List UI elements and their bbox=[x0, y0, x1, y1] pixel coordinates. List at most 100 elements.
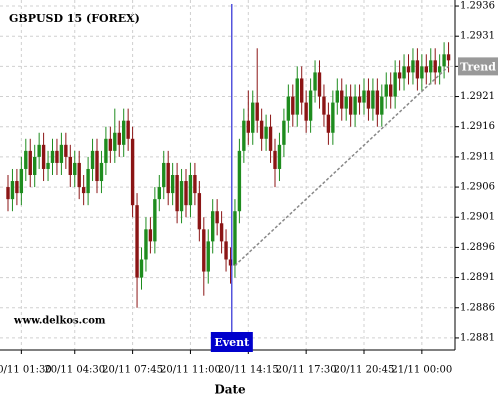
candle-body bbox=[286, 96, 291, 121]
candle-body bbox=[273, 150, 277, 169]
y-tick-label: 1.2896 bbox=[460, 242, 495, 253]
candle-body bbox=[206, 241, 210, 272]
candle-body bbox=[139, 259, 144, 278]
candle-body bbox=[179, 181, 184, 212]
x-axis-title: Date bbox=[214, 383, 246, 397]
candle-body bbox=[282, 120, 286, 145]
candle-body bbox=[237, 150, 242, 212]
candle-body bbox=[73, 162, 77, 175]
candle-body bbox=[184, 181, 188, 206]
candle-body bbox=[446, 54, 451, 61]
candle-body bbox=[197, 193, 202, 230]
candle-body bbox=[6, 187, 10, 200]
candle-body bbox=[375, 90, 380, 115]
y-tick-label: 1.2921 bbox=[460, 91, 495, 102]
y-tick-label: 1.2916 bbox=[460, 121, 495, 132]
candle-body bbox=[59, 144, 64, 163]
candle-body bbox=[348, 96, 353, 115]
candle-body bbox=[64, 144, 68, 157]
candle-body bbox=[81, 187, 86, 194]
candle-body bbox=[389, 84, 393, 97]
candle-body bbox=[175, 175, 179, 212]
candle-body bbox=[211, 211, 215, 242]
candle-body bbox=[46, 162, 50, 169]
candle-body bbox=[228, 259, 233, 266]
candle-body bbox=[37, 144, 41, 157]
y-tick-label: 1.2891 bbox=[460, 272, 495, 283]
x-tick-label: 20/11 01:30 bbox=[0, 365, 52, 376]
candle-body bbox=[15, 181, 19, 194]
x-tick-label: 21/11 00:00 bbox=[391, 365, 452, 376]
candle-body bbox=[326, 114, 331, 133]
candle-body bbox=[437, 66, 442, 73]
candle-body bbox=[308, 90, 313, 121]
candle-body bbox=[135, 205, 139, 278]
candle-body bbox=[162, 162, 166, 188]
candle-body bbox=[188, 175, 193, 206]
candle-body bbox=[317, 72, 322, 97]
candle-body bbox=[90, 150, 95, 169]
candle-body bbox=[233, 211, 237, 266]
candle-body bbox=[10, 181, 15, 200]
candle-body bbox=[268, 126, 273, 151]
candle-body bbox=[157, 187, 161, 200]
candle-body bbox=[144, 229, 148, 260]
candle-body bbox=[411, 60, 415, 73]
trend-label-box bbox=[458, 57, 498, 76]
candle-body bbox=[322, 96, 326, 115]
y-tick-label: 1.2911 bbox=[460, 151, 495, 162]
candle-body bbox=[433, 60, 437, 73]
candle-body bbox=[117, 132, 121, 145]
y-tick-label: 1.2936 bbox=[460, 1, 495, 12]
candle-body bbox=[19, 168, 24, 194]
event-label-box bbox=[210, 332, 253, 352]
candle-body bbox=[277, 144, 282, 169]
candle-body bbox=[251, 102, 255, 133]
candle-body bbox=[86, 168, 90, 194]
candle-body bbox=[99, 162, 104, 182]
grid bbox=[0, 0, 455, 350]
candle-body bbox=[429, 60, 433, 73]
candle-body bbox=[95, 150, 99, 182]
candle-body bbox=[166, 162, 170, 194]
candle-body bbox=[335, 90, 339, 103]
candle-body bbox=[340, 90, 344, 109]
candle-body bbox=[202, 229, 206, 272]
trend-line bbox=[234, 65, 450, 267]
candle-body bbox=[291, 96, 295, 115]
candle-body bbox=[130, 138, 135, 206]
x-tick-label: 20/11 11:00 bbox=[160, 365, 221, 376]
candle-body bbox=[353, 96, 357, 115]
candle-body bbox=[393, 72, 397, 97]
y-tick-label: 1.2931 bbox=[460, 31, 495, 42]
y-tick-label: 1.2886 bbox=[460, 302, 495, 313]
candle-body bbox=[246, 120, 250, 133]
candle-body bbox=[304, 102, 308, 121]
candle-body bbox=[402, 66, 406, 79]
candle-body bbox=[219, 223, 224, 242]
candle-body bbox=[77, 162, 81, 188]
candle-body bbox=[362, 90, 366, 103]
candle-body bbox=[24, 150, 28, 169]
candle-body bbox=[170, 175, 175, 194]
candle-body bbox=[193, 175, 197, 194]
candle-body bbox=[384, 84, 388, 97]
trend-label: Trend bbox=[460, 60, 496, 73]
candle-body bbox=[331, 102, 335, 133]
candle-body bbox=[41, 144, 46, 169]
y-tick-label: 1.2901 bbox=[460, 212, 495, 223]
candle-body bbox=[313, 72, 317, 91]
candle-body bbox=[50, 150, 55, 163]
candle-body bbox=[415, 60, 420, 79]
candles bbox=[6, 42, 451, 308]
candle-body bbox=[424, 66, 428, 73]
x-tick-label: 20/11 14:15 bbox=[218, 365, 279, 376]
y-tick-label: 1.2906 bbox=[460, 182, 495, 193]
candle-body bbox=[357, 96, 362, 103]
candle-body bbox=[420, 66, 424, 79]
candle-body bbox=[153, 199, 157, 242]
candle-body bbox=[113, 132, 117, 151]
candle-body bbox=[108, 138, 113, 151]
candle-body bbox=[259, 120, 264, 139]
